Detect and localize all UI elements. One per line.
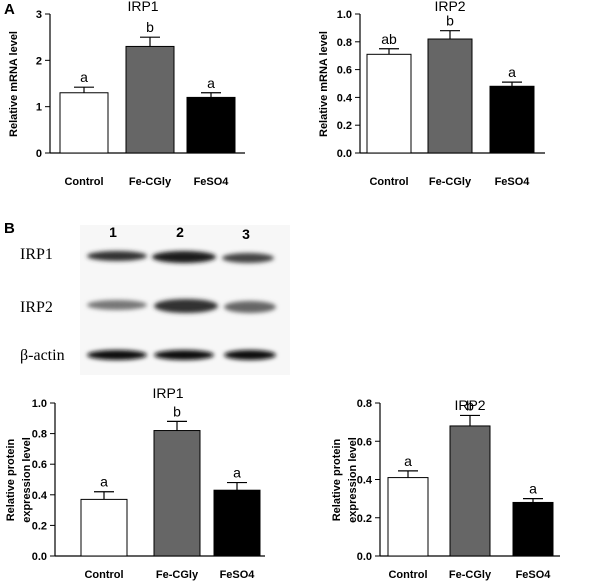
y-axis-label: Relative mRNA level xyxy=(318,31,330,137)
lane-label: 2 xyxy=(176,224,184,240)
x-tick-label: Fe-CGly xyxy=(156,569,199,581)
significance-label: b xyxy=(466,397,474,413)
lane-label: 1 xyxy=(109,224,117,240)
y-tick-label: 0.4 xyxy=(337,92,353,104)
chart-title: IRP1 xyxy=(152,385,183,401)
significance-label: a xyxy=(80,69,88,85)
lane-label: 3 xyxy=(242,226,250,242)
y-tick-label: 0.0 xyxy=(357,551,372,563)
y-axis-label: expression level xyxy=(347,437,359,523)
y-tick-label: 0.0 xyxy=(32,551,47,563)
x-tick-label: FeSO4 xyxy=(194,176,230,188)
y-axis-label: Relative protein xyxy=(5,438,17,521)
significance-label: b xyxy=(446,13,454,29)
bar xyxy=(366,53,412,154)
significance-label: a xyxy=(207,75,215,91)
bar xyxy=(125,45,175,154)
blot-image xyxy=(80,225,290,375)
chart-title: IRP2 xyxy=(454,397,485,413)
bar xyxy=(387,477,429,557)
y-tick-label: 0.2 xyxy=(32,520,47,532)
chart-title: IRP1 xyxy=(127,0,158,14)
x-tick-label: FeSO4 xyxy=(516,569,552,581)
blot-row-label: IRP2 xyxy=(20,299,53,316)
blot-row-label: IRP1 xyxy=(20,246,53,263)
chart-title: IRP2 xyxy=(434,0,465,14)
y-tick-label: 1.0 xyxy=(32,398,47,410)
y-tick-label: 0.6 xyxy=(337,65,352,77)
x-tick-label: Fe-CGly xyxy=(429,176,472,188)
y-axis-label: expression level xyxy=(21,437,33,523)
y-tick-label: 1 xyxy=(36,102,42,114)
y-tick-label: 0.8 xyxy=(337,37,352,49)
x-tick-label: Fe-CGly xyxy=(129,176,172,188)
bar xyxy=(427,38,473,154)
bar xyxy=(153,430,201,557)
x-tick-label: Control xyxy=(64,176,103,188)
y-tick-label: 0.2 xyxy=(337,120,352,132)
y-axis-label: Relative protein xyxy=(331,438,343,521)
significance-label: b xyxy=(173,403,181,419)
x-tick-label: Control xyxy=(84,569,123,581)
x-tick-label: Control xyxy=(369,176,408,188)
bar xyxy=(186,96,236,154)
y-tick-label: 0.8 xyxy=(357,398,372,410)
blot-row-label: β-actin xyxy=(20,347,65,364)
bar xyxy=(80,498,128,557)
significance-label: a xyxy=(529,481,537,497)
significance-label: a xyxy=(233,465,241,481)
y-tick-label: 0.6 xyxy=(357,436,372,448)
x-tick-label: Control xyxy=(388,569,427,581)
bar xyxy=(512,501,554,557)
y-tick-label: 0 xyxy=(36,148,42,160)
y-tick-label: 0.4 xyxy=(32,490,48,502)
y-tick-label: 0.2 xyxy=(357,513,372,525)
y-tick-label: 0.6 xyxy=(32,459,47,471)
bar xyxy=(449,425,491,557)
y-tick-label: 0.0 xyxy=(337,148,352,160)
y-tick-label: 0.4 xyxy=(357,475,373,487)
y-tick-label: 0.8 xyxy=(32,429,47,441)
y-tick-label: 3 xyxy=(36,9,42,21)
x-tick-label: FeSO4 xyxy=(495,176,531,188)
y-tick-label: 2 xyxy=(36,55,42,67)
bar xyxy=(59,92,109,154)
significance-label: a xyxy=(404,453,412,469)
panel-label: B xyxy=(4,220,15,237)
panel-label: A xyxy=(4,1,15,18)
bar xyxy=(213,489,261,557)
y-tick-label: 1.0 xyxy=(337,9,352,21)
y-axis-label: Relative mRNA level xyxy=(8,31,20,137)
significance-label: a xyxy=(100,474,108,490)
significance-label: a xyxy=(508,64,516,80)
x-tick-label: Fe-CGly xyxy=(449,569,492,581)
x-tick-label: FeSO4 xyxy=(220,569,256,581)
significance-label: b xyxy=(146,19,154,35)
bar xyxy=(489,85,535,154)
significance-label: ab xyxy=(381,31,397,47)
